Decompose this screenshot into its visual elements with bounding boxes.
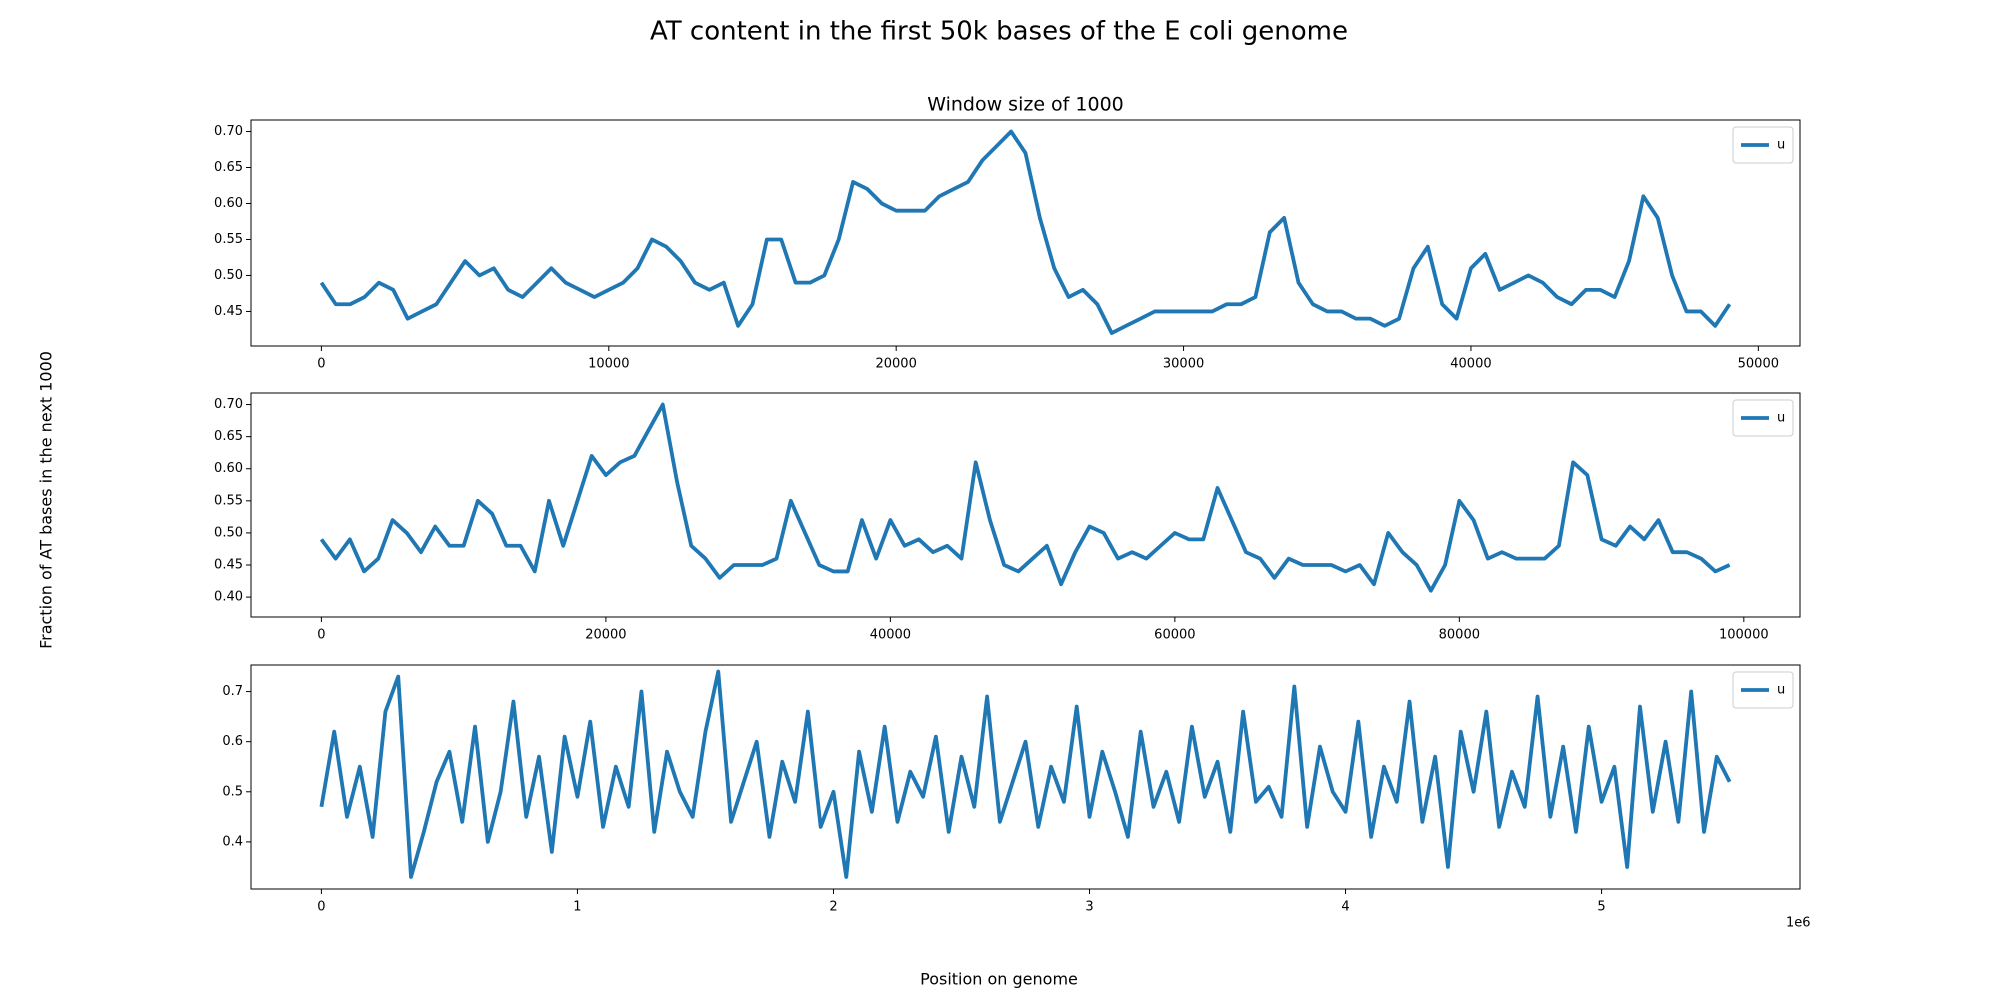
- axes-frame: [250, 664, 1801, 890]
- y-tick-label: 0.55: [214, 232, 243, 247]
- y-tick-label: 0.40: [214, 590, 243, 605]
- x-tick-label: 1: [573, 900, 581, 915]
- y-tick-label: 0.4: [222, 834, 243, 849]
- y-tick-label: 0.55: [214, 493, 243, 508]
- data-line: [319, 669, 1732, 879]
- legend-label: u: [1777, 138, 1785, 153]
- x-tick-label: 0: [317, 357, 325, 372]
- y-tick-label: 0.7: [222, 684, 243, 699]
- y-tick-label: 0.50: [214, 268, 243, 283]
- y-tick-label: 0.60: [214, 196, 243, 211]
- x-tick-label: 10000: [588, 357, 629, 372]
- x-tick-label: 0: [317, 900, 325, 915]
- axes-frame: [250, 119, 1801, 347]
- y-tick-label: 0.6: [222, 734, 243, 749]
- x-tick-label: 3: [1085, 900, 1093, 915]
- y-tick-label: 0.60: [214, 461, 243, 476]
- legend-label: u: [1777, 683, 1785, 698]
- figure-title: AT content in the first 50k bases of the…: [650, 17, 1348, 47]
- y-tick-label: 0.65: [214, 160, 243, 175]
- axes-title: Window size of 1000: [927, 94, 1124, 116]
- x-tick-label: 30000: [1163, 357, 1204, 372]
- x-tick-label: 50000: [1738, 357, 1779, 372]
- data-line: [319, 129, 1732, 335]
- legend-label: u: [1777, 411, 1785, 426]
- x-tick-label: 20000: [875, 357, 916, 372]
- data-line: [319, 402, 1731, 593]
- x-tick-label: 60000: [1154, 628, 1195, 643]
- x-tick-label: 20000: [585, 628, 626, 643]
- axes-frame: [250, 392, 1801, 618]
- x-tick-label: 5: [1597, 900, 1605, 915]
- x-tick-label: 40000: [1450, 357, 1491, 372]
- y-tick-label: 0.50: [214, 525, 243, 540]
- x-axis-label: Position on genome: [920, 970, 1078, 989]
- y-tick-label: 0.70: [214, 397, 243, 412]
- y-tick-label: 0.45: [214, 558, 243, 573]
- x-offset-label: 1e6: [1786, 916, 1811, 931]
- y-tick-label: 0.45: [214, 304, 243, 319]
- y-tick-label: 0.5: [222, 784, 243, 799]
- x-tick-label: 2: [829, 900, 837, 915]
- x-tick-label: 100000: [1719, 628, 1769, 643]
- x-tick-label: 4: [1341, 900, 1349, 915]
- x-tick-label: 80000: [1439, 628, 1480, 643]
- y-axis-label: Fraction of AT bases in the next 1000: [37, 351, 56, 649]
- y-tick-label: 0.65: [214, 429, 243, 444]
- x-tick-label: 0: [317, 628, 325, 643]
- x-tick-label: 40000: [870, 628, 911, 643]
- y-tick-label: 0.70: [214, 124, 243, 139]
